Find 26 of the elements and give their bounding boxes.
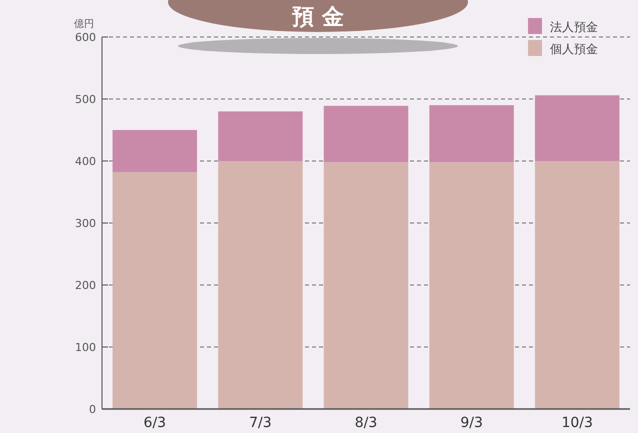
- bar: [218, 161, 303, 409]
- bar: [218, 111, 303, 161]
- y-tick-label: 200: [75, 279, 96, 292]
- y-tick-label: 100: [75, 341, 96, 354]
- y-axis-title: 億円: [74, 18, 94, 30]
- bar: [534, 161, 620, 409]
- y-tick-label: 0: [89, 403, 96, 416]
- bar: [324, 162, 408, 409]
- x-tick-label: 8/3: [354, 415, 378, 431]
- y-tick-label: 300: [75, 217, 96, 230]
- y-tick-label: 500: [75, 93, 96, 106]
- x-tick-label: 6/3: [144, 415, 166, 431]
- bar: [324, 106, 408, 162]
- y-tick-label: 400: [75, 155, 96, 168]
- bar: [112, 130, 198, 172]
- bar: [534, 95, 620, 161]
- legend-label: 個人預金: [550, 42, 598, 56]
- x-tick-label: 9/3: [460, 415, 483, 431]
- chart-title: 預 金: [291, 5, 344, 30]
- x-tick-label: 10/3: [561, 415, 593, 431]
- bar: [429, 162, 514, 409]
- legend-label: 法人預金: [550, 20, 598, 34]
- y-tick-label: 600: [75, 31, 96, 44]
- x-tick-label: 7/3: [249, 415, 272, 431]
- bar: [112, 172, 198, 409]
- bar: [429, 105, 514, 162]
